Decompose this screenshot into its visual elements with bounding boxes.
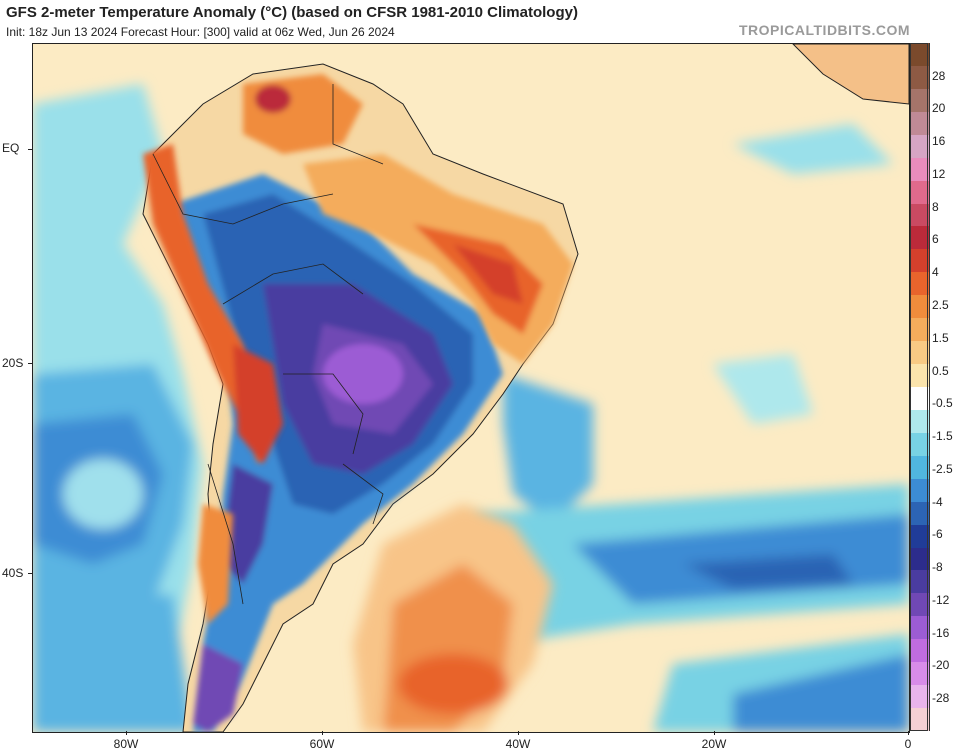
- africa-coast: [792, 44, 909, 105]
- lon-tick: [126, 731, 127, 735]
- colorbar-label: -6: [932, 527, 943, 542]
- atlantic-cool-band: [463, 124, 909, 732]
- colorbar-label: 8: [932, 199, 939, 214]
- colorbar-label: -2.5: [932, 461, 953, 476]
- lat-tick: [28, 573, 32, 574]
- colorbar-label: 16: [932, 134, 946, 149]
- lon-tick: [714, 731, 715, 735]
- colorbar-label: 2.5: [932, 297, 949, 312]
- colorbar-label: -20: [932, 658, 950, 673]
- map-subtitle: Init: 18z Jun 13 2024 Forecast Hour: [30…: [6, 25, 395, 39]
- lat-label-20s: 20S: [2, 356, 24, 370]
- colorbar-label: -1.5: [932, 429, 953, 444]
- colorbar-label: 4: [932, 265, 939, 280]
- lon-tick: [908, 731, 909, 735]
- colorbar-label: -12: [932, 592, 950, 607]
- pacific-cool-anomaly: [33, 84, 203, 732]
- brazil-warm-band: [243, 74, 573, 364]
- colorbar-label: -8: [932, 560, 943, 575]
- lat-tick: [28, 363, 32, 364]
- atlantic-warm-blob: [353, 504, 553, 732]
- anomaly-map-canvas: [33, 44, 909, 732]
- colorbar-label: 6: [932, 232, 939, 247]
- anomaly-map: [32, 43, 910, 733]
- lat-tick: [28, 149, 32, 150]
- lon-label-20w: 20W: [701, 737, 727, 751]
- lon-tick: [518, 731, 519, 735]
- andes-warm-strip: [143, 144, 283, 624]
- colorbar-label: -16: [932, 625, 950, 640]
- lon-label-60w: 60W: [309, 737, 335, 751]
- colorbar-label: 1.5: [932, 330, 949, 345]
- continental-cold-anomaly: [173, 174, 503, 732]
- colorbar-outline: [910, 43, 928, 731]
- colorbar-label: 0.5: [932, 363, 949, 378]
- colorbar-label: -4: [932, 494, 943, 509]
- lon-label-40w: 40W: [505, 737, 531, 751]
- colorbar-legend: 28 20 16 12 8 6 4 2.5 1.5 0.5 -0.5 -1.5 -2.5 -4 -6 -8 -1…: [910, 43, 960, 732]
- lat-label-eq: EQ: [2, 141, 20, 155]
- lon-label-80w: 80W: [113, 737, 139, 751]
- lon-label-0: 0: [904, 737, 912, 751]
- brand-watermark: TROPICALTIDBITS.COM: [738, 22, 910, 38]
- map-title: GFS 2-meter Temperature Anomaly (°C) (ba…: [6, 4, 578, 21]
- colorbar-label: 20: [932, 101, 946, 116]
- colorbar-label: -28: [932, 691, 950, 706]
- colorbar-label: 28: [932, 68, 946, 83]
- colorbar-label: 12: [932, 166, 946, 181]
- lat-label-40s: 40S: [2, 566, 24, 580]
- colorbar-label: -0.5: [932, 396, 953, 411]
- lon-tick: [322, 731, 323, 735]
- country-borders: [152, 84, 384, 605]
